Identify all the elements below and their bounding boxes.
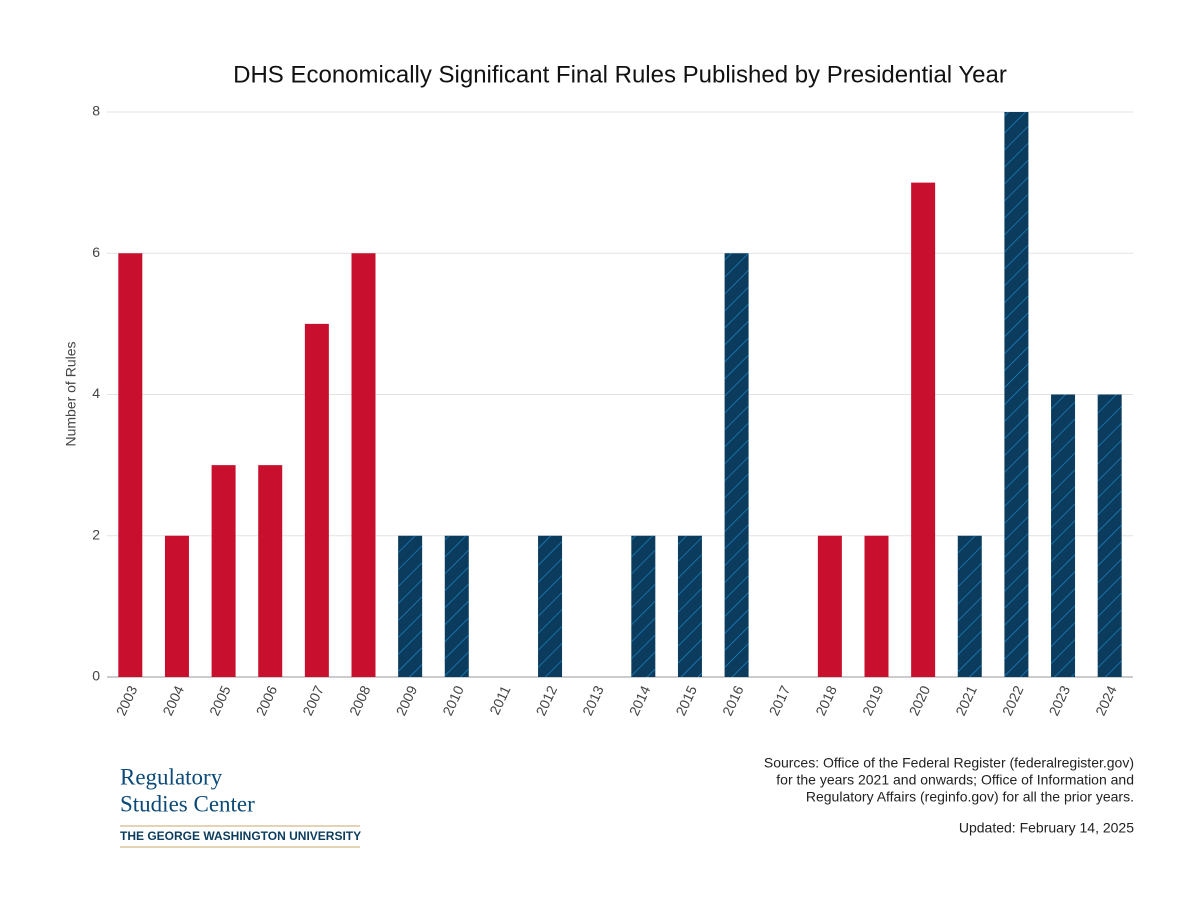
x-tick-label: 2011 <box>486 683 513 717</box>
x-tick-label: 2019 <box>859 683 887 718</box>
x-tick-label: 2013 <box>579 683 607 718</box>
y-tick-label: 6 <box>92 244 100 260</box>
bar <box>211 465 236 677</box>
bar-hatch <box>957 535 982 677</box>
x-tick-label: 2018 <box>812 683 840 718</box>
x-tick-label: 2020 <box>906 683 934 718</box>
chart-title: DHS Economically Significant Final Rules… <box>233 61 1007 88</box>
bar-hatch <box>1004 112 1029 677</box>
logo-text: Regulatory <box>120 764 223 789</box>
bar <box>351 253 376 677</box>
updated-note: Updated: February 14, 2025 <box>959 820 1134 836</box>
bar-hatch <box>444 535 469 677</box>
bar <box>164 535 189 677</box>
bar <box>118 253 143 677</box>
x-tick-label: 2009 <box>393 683 421 718</box>
logo-university: THE GEORGE WASHINGTON UNIVERSITY <box>120 829 361 843</box>
x-tick-label: 2003 <box>113 683 141 718</box>
source-note: Sources: Office of the Federal Register … <box>764 755 1134 771</box>
source-note: Regulatory Affairs (reginfo.gov) for all… <box>806 789 1134 805</box>
x-tick-label: 2021 <box>952 683 980 718</box>
x-tick-label: 2015 <box>672 683 700 718</box>
bar <box>817 535 842 677</box>
x-tick-label: 2007 <box>299 683 327 718</box>
y-tick-label: 0 <box>92 668 100 684</box>
bar <box>911 182 936 677</box>
y-axis-label: Number of Rules <box>63 341 79 446</box>
y-tick-label: 8 <box>92 103 100 119</box>
bar-hatch <box>631 535 656 677</box>
x-tick-label: 2016 <box>719 683 747 718</box>
x-tick-label: 2017 <box>766 683 794 718</box>
bar-hatch <box>538 535 563 677</box>
x-tick-label: 2022 <box>999 683 1027 718</box>
x-tick-label: 2010 <box>439 683 467 718</box>
bar-hatch <box>1097 394 1122 677</box>
bar <box>304 323 329 677</box>
y-tick-label: 4 <box>92 385 100 401</box>
x-tick-label: 2023 <box>1045 683 1073 718</box>
bar-hatch <box>724 253 749 677</box>
bar-hatch <box>677 535 702 677</box>
logo-text: Studies Center <box>120 791 255 816</box>
bar-hatch <box>1051 394 1076 677</box>
x-tick-label: 2012 <box>532 683 560 718</box>
x-tick-label: 2008 <box>346 683 374 718</box>
x-tick-label: 2006 <box>253 683 281 718</box>
x-tick-label: 2005 <box>206 683 234 718</box>
bar-hatch <box>398 535 423 677</box>
x-tick-label: 2014 <box>626 683 654 718</box>
source-note: for the years 2021 and onwards; Office o… <box>776 772 1134 788</box>
bar <box>864 535 889 677</box>
x-tick-label: 2024 <box>1092 683 1120 718</box>
x-tick-label: 2004 <box>159 683 187 718</box>
bar <box>258 465 283 677</box>
y-tick-label: 2 <box>92 526 100 542</box>
